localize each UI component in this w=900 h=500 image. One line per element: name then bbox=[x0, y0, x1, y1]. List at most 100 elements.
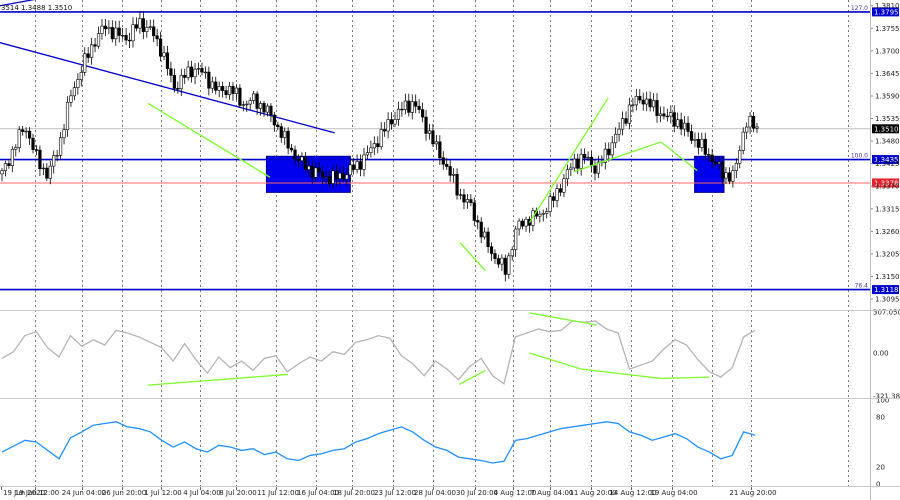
candle-body bbox=[327, 176, 332, 184]
candle-body bbox=[462, 194, 466, 203]
time-label: 1 Jul 12:00 bbox=[144, 489, 182, 497]
candle-body bbox=[396, 108, 401, 120]
oscillator-tick-label: 100 bbox=[876, 397, 889, 405]
cci-divergence-line bbox=[459, 369, 486, 386]
candle-body bbox=[141, 18, 145, 32]
candle-body bbox=[579, 153, 583, 169]
candle-body bbox=[389, 119, 394, 125]
candle-body bbox=[314, 167, 318, 178]
price-tick-label: 1.3645 bbox=[875, 70, 900, 78]
current-price-tag bbox=[872, 124, 899, 134]
candle-body bbox=[469, 199, 473, 203]
level-label: 127.0 bbox=[851, 5, 868, 12]
candle-body bbox=[731, 170, 735, 182]
candle-body bbox=[662, 113, 666, 117]
candle-body bbox=[196, 68, 201, 70]
level-label: 76.4 bbox=[855, 283, 869, 290]
candle-body bbox=[31, 137, 35, 150]
level-label: 100.0 bbox=[851, 153, 868, 160]
candle-body bbox=[751, 116, 756, 129]
price-tag-text: 1.3795 bbox=[874, 8, 899, 16]
time-label: 19 Jun 12:00 bbox=[15, 489, 59, 497]
time-label: 8 Jul 20:00 bbox=[219, 489, 257, 497]
candle-body bbox=[420, 109, 425, 118]
candle-body bbox=[538, 213, 542, 217]
candle-body bbox=[190, 66, 194, 78]
candle-body bbox=[520, 220, 525, 227]
candle-body bbox=[465, 199, 470, 203]
candle-body bbox=[555, 188, 559, 201]
cci-indicator: 307.0503 0.00 -321.389 bbox=[1, 309, 900, 401]
time-label: 30 Jul 20:00 bbox=[456, 489, 498, 497]
candle-body bbox=[610, 142, 614, 156]
candle-body bbox=[410, 101, 414, 113]
candle-body bbox=[217, 86, 221, 91]
candle-body bbox=[69, 95, 73, 103]
candle-body bbox=[355, 161, 359, 170]
candle-body bbox=[276, 124, 280, 127]
candle-body bbox=[431, 130, 435, 145]
candle-body bbox=[603, 148, 607, 163]
price-tick-label: 1.3315 bbox=[875, 205, 900, 213]
time-label: 11 Jul 12:00 bbox=[257, 489, 299, 497]
highlight-box bbox=[694, 155, 725, 193]
candle-body bbox=[172, 75, 176, 89]
price-tag bbox=[872, 285, 899, 295]
price-tag-text: 1.3435 bbox=[874, 156, 899, 164]
candle-body bbox=[62, 129, 66, 139]
candle-body bbox=[279, 126, 283, 138]
time-label: 16 Jul 04:00 bbox=[297, 489, 339, 497]
candle-body bbox=[131, 24, 135, 42]
candle-body bbox=[424, 116, 428, 134]
candle-body bbox=[45, 167, 49, 179]
candle-body bbox=[517, 220, 521, 230]
price-axis: 1.3795 1.3435 1.3378 1.3118 1.3810 1.3755 1.37… bbox=[870, 2, 900, 304]
candle-body bbox=[562, 178, 566, 193]
divergence-line bbox=[573, 141, 698, 173]
cci-tick-label: 307.0503 bbox=[873, 309, 900, 317]
candle-body bbox=[262, 103, 266, 113]
candle-body bbox=[0, 170, 4, 175]
trend-line bbox=[0, 42, 335, 134]
candle-body bbox=[48, 165, 52, 179]
candle-body bbox=[83, 53, 87, 73]
candle-body bbox=[710, 154, 714, 163]
candle-body bbox=[486, 231, 490, 247]
candle-body bbox=[224, 90, 228, 95]
price-tick-label: 1.3150 bbox=[875, 273, 900, 281]
candle-body bbox=[407, 100, 411, 113]
header-ohlc-text: 3514 1.3488 1.3510 bbox=[1, 4, 72, 12]
candle-body bbox=[452, 173, 456, 176]
candle-body bbox=[300, 156, 304, 162]
cci-line bbox=[1, 320, 756, 385]
candle-body bbox=[665, 115, 669, 118]
candle-body bbox=[414, 101, 418, 107]
candle-body bbox=[338, 172, 342, 179]
candle-body bbox=[176, 88, 180, 90]
candle-body bbox=[614, 133, 618, 144]
candle-body bbox=[645, 98, 649, 105]
candle-body bbox=[658, 113, 663, 116]
oscillator-indicator: 100 80 20 0 bbox=[1, 397, 889, 489]
candle-body bbox=[117, 27, 121, 36]
time-label: 26 Jun 20:00 bbox=[102, 489, 146, 497]
candle-body bbox=[183, 74, 187, 78]
grid bbox=[35, 0, 849, 486]
candle-body bbox=[303, 156, 307, 170]
candle-body bbox=[348, 164, 352, 176]
candle-body bbox=[255, 93, 259, 109]
candle-body bbox=[386, 119, 390, 132]
candle-body bbox=[545, 211, 549, 214]
candle-body bbox=[124, 35, 128, 41]
trend-line bbox=[0, 0, 36, 7]
oscillator-tick-label: 0 bbox=[876, 481, 880, 489]
candle-body bbox=[686, 122, 690, 132]
candle-body bbox=[310, 165, 314, 178]
candle-body bbox=[21, 129, 25, 132]
candle-body bbox=[679, 119, 683, 130]
trend-lines bbox=[0, 0, 335, 134]
candle-body bbox=[596, 161, 601, 174]
oscillator-line bbox=[1, 421, 756, 464]
time-label: 14 Aug 12:00 bbox=[609, 489, 656, 497]
price-tick-label: 1.3205 bbox=[875, 250, 900, 258]
